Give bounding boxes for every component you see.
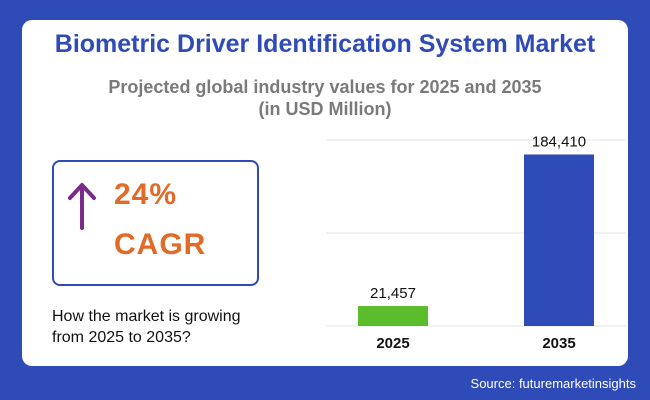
value-label-2035: 184,410: [532, 133, 586, 150]
subtitle-line-2: (in USD Million): [258, 99, 392, 119]
bar-2035: [524, 154, 594, 326]
growth-question-line-1: How the market is growing: [52, 308, 241, 325]
subtitle: Projected global industry values for 202…: [22, 76, 628, 120]
cagr-value: 24%: [114, 178, 178, 211]
up-arrow-icon: [62, 178, 102, 239]
subtitle-line-1: Projected global industry values for 202…: [108, 77, 542, 97]
page-title: Biometric Driver Identification System M…: [54, 30, 596, 58]
value-label-2025: 21,457: [370, 285, 416, 302]
cagr-box: 24% CAGR: [52, 160, 259, 286]
growth-question: How the market is growing from 2025 to 2…: [52, 306, 282, 348]
bar-chart: 21,457 2025 184,410 2035: [326, 133, 626, 352]
source-note: Source: futuremarketinsights: [470, 376, 636, 391]
growth-question-line-2: from 2025 to 2035?: [52, 329, 191, 346]
bar-2025: [358, 306, 428, 326]
category-label-2025: 2025: [376, 335, 409, 352]
category-label-2035: 2035: [542, 335, 575, 352]
chart-card: Biometric Driver Identification System M…: [22, 20, 628, 366]
cagr-label: CAGR: [114, 228, 207, 261]
